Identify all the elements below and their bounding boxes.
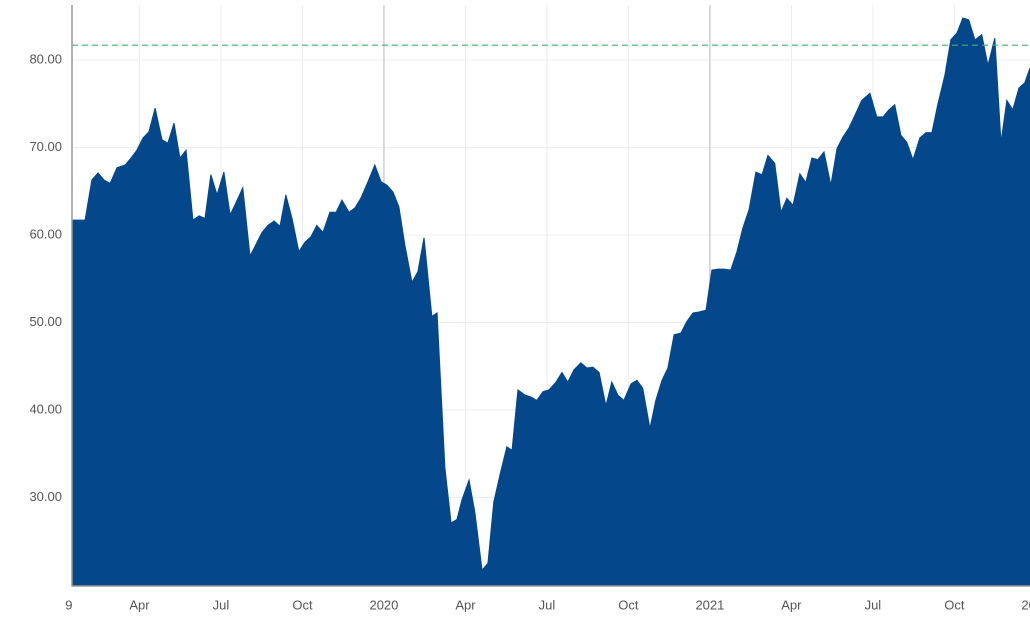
y-tick-label: 60.00 — [29, 226, 62, 241]
y-tick-label: 30.00 — [29, 489, 62, 504]
x-tick-label: Apr — [129, 597, 150, 612]
x-tick-label: 2020 — [369, 597, 398, 612]
x-tick-label: Oct — [944, 597, 965, 612]
x-tick-label: Oct — [292, 597, 313, 612]
x-tick-label: 2021 — [695, 597, 724, 612]
x-tick-label: Jul — [213, 597, 230, 612]
y-tick-label: 70.00 — [29, 139, 62, 154]
x-tick-label: Jul — [539, 597, 556, 612]
y-tick-label: 50.00 — [29, 314, 62, 329]
area — [71, 17, 1030, 587]
x-tick-label: Oct — [618, 597, 639, 612]
x-tick-label: Apr — [455, 597, 476, 612]
label-mask — [0, 592, 65, 622]
x-tick-labels: 2019AprJulOct2020AprJulOct2021AprJulOct2… — [44, 597, 1030, 612]
y-tick-label: 80.00 — [29, 51, 62, 66]
y-tick-label: 40.00 — [29, 401, 62, 416]
x-tick-label: 2022 — [1021, 597, 1030, 612]
x-tick-label: Jul — [865, 597, 882, 612]
x-tick-label: Apr — [781, 597, 802, 612]
